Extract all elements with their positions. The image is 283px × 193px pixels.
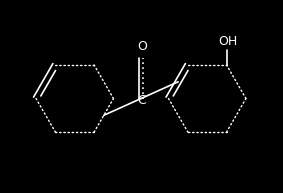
- Text: OH: OH: [218, 35, 237, 48]
- Text: O: O: [137, 40, 147, 53]
- Text: C: C: [138, 94, 146, 107]
